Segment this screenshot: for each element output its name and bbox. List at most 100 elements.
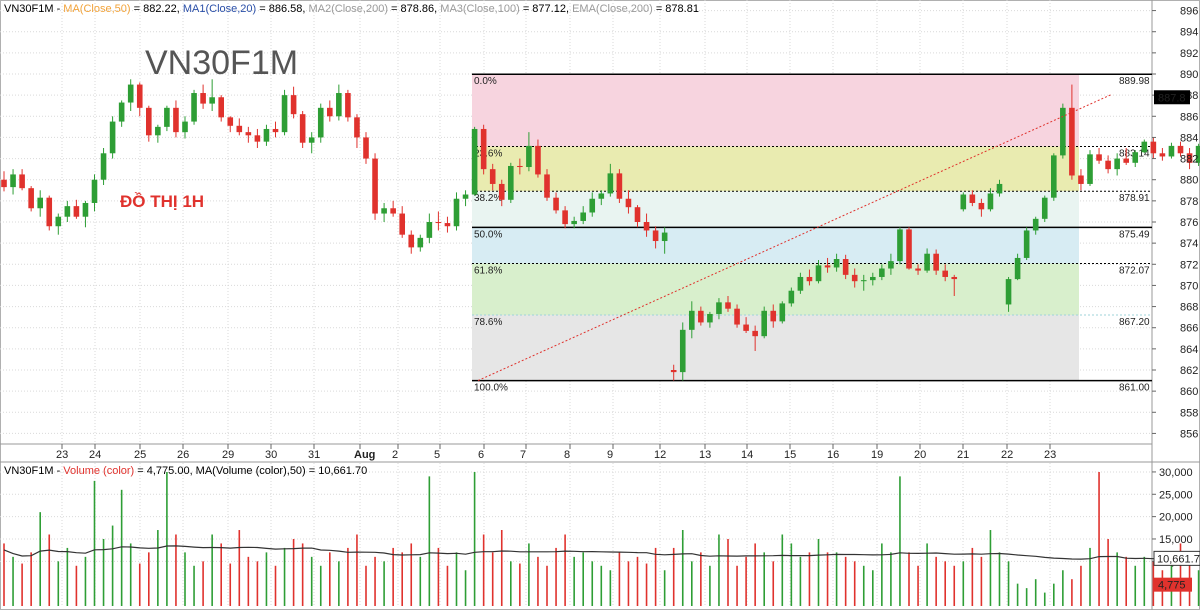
candle-body: [661, 232, 668, 242]
candle-body: [109, 121, 116, 154]
y-tick-label: 870: [1180, 280, 1198, 292]
candle-body: [327, 107, 333, 117]
volume-y-tick-label: 30,000: [1159, 467, 1193, 479]
candle-body: [1060, 107, 1066, 156]
candle-body: [752, 330, 758, 337]
fib-band: [472, 227, 1079, 264]
legend-part: = 877.12,: [520, 3, 572, 15]
candle-body: [698, 310, 704, 323]
candle-body: [535, 145, 541, 175]
candle-body: [46, 197, 53, 227]
candle-body: [806, 276, 813, 282]
y-tick-label: 890: [1180, 69, 1198, 81]
candle-body: [1114, 158, 1120, 170]
candle-body: [1069, 107, 1075, 176]
legend-part: Volume (color): [63, 465, 134, 477]
candle-body: [951, 276, 958, 280]
fib-level-label: 78.6%: [474, 317, 502, 328]
candle-body: [173, 107, 179, 133]
chart-subtitle: ĐỒ THỊ 1H: [120, 192, 204, 211]
candle-body: [1168, 145, 1175, 157]
candle-body: [1096, 154, 1102, 161]
legend-part: MA2(Close,200): [309, 3, 388, 15]
candle-body: [462, 194, 469, 199]
legend-part: MA1(Close,20): [183, 3, 256, 15]
candle-body: [616, 173, 623, 199]
candle-body: [1159, 153, 1166, 157]
candle-body: [580, 212, 586, 221]
fib-level-label: 61.8%: [474, 266, 502, 277]
y-tick-label: 864: [1180, 344, 1198, 356]
volume-legend: VN30F1M - Volume (color) = 4,775.00, MA(…: [4, 465, 367, 477]
candle-body: [182, 121, 188, 133]
y-tick-label: 858: [1180, 407, 1198, 419]
candlestick-series: [1, 79, 1200, 381]
fib-level-value: 875.49: [1119, 229, 1150, 240]
volume-y-tick-label: 15,000: [1159, 534, 1193, 546]
x-tick-label: 30: [265, 449, 277, 461]
legend-part: VN30F1M -: [4, 465, 63, 477]
candle-body: [19, 174, 25, 189]
candle-body: [435, 222, 442, 224]
candle-body: [933, 253, 939, 271]
candle-body: [118, 102, 125, 122]
fibonacci-retracement: 0.0%889.9823.6%883.1438.2%878.9150.0%875…: [472, 73, 1152, 394]
candle-body: [426, 222, 433, 238]
fib-level-label: 38.2%: [474, 193, 502, 204]
axes: 856 858 860 862 864 866 868 870 872 874 876 878 880 8…: [1152, 6, 1200, 592]
candle-body: [960, 194, 967, 210]
y-tick-label: 880: [1180, 175, 1198, 187]
candle-body: [679, 329, 686, 373]
candle-body: [634, 207, 641, 222]
x-tick-label: 12: [654, 449, 666, 461]
legend-part: MA3(Close,100): [440, 3, 519, 15]
volume-ma-tag: [1153, 550, 1200, 566]
x-tick-label: 13: [699, 449, 711, 461]
candle-body: [526, 145, 532, 168]
volume-series: [3, 471, 1200, 606]
candle-body: [906, 229, 912, 269]
candle-body: [245, 132, 252, 136]
candle-body: [164, 107, 170, 127]
candle-body: [28, 188, 34, 209]
legend-part: = 882.22,: [131, 3, 183, 15]
candle-body: [942, 270, 948, 277]
candle-body: [10, 174, 16, 188]
candle-body: [1, 179, 7, 188]
candle-body: [1078, 175, 1084, 184]
fib-level-label: 0.0%: [474, 76, 497, 87]
candle-body: [643, 222, 650, 231]
candle-body: [987, 193, 994, 210]
candle-body: [879, 268, 885, 277]
candle-body: [1186, 153, 1193, 163]
volume-y-tick-label: 25,000: [1159, 489, 1193, 501]
candle-body: [381, 208, 387, 214]
legend-part: MA(Close,50): [63, 3, 130, 15]
candle-body: [453, 198, 460, 227]
candle-body: [978, 202, 985, 210]
fib-level-label: 100.0%: [474, 383, 508, 394]
candle-body: [236, 125, 243, 133]
candle-body: [127, 84, 134, 103]
x-tick-label: 24: [89, 449, 101, 461]
price-legend: VN30F1M - MA(Close,50) = 882.22, MA1(Clo…: [4, 3, 699, 15]
volume-ma-line: [3, 545, 1200, 560]
candle-body: [209, 97, 215, 104]
candle-body: [1105, 160, 1111, 170]
candle-body: [281, 95, 288, 133]
candle-body: [272, 128, 279, 133]
candle-body: [64, 206, 71, 217]
candle-body: [996, 183, 1003, 194]
candle-body: [888, 261, 894, 269]
last-volume-tag: [1154, 577, 1192, 592]
x-tick-label: 15: [784, 449, 796, 461]
x-tick-label: 26: [177, 449, 189, 461]
candle-body: [1132, 152, 1139, 163]
candle-body: [969, 194, 976, 203]
candle-body: [607, 173, 614, 194]
x-tick-label: 19: [871, 449, 883, 461]
candle-body: [815, 265, 822, 282]
y-tick-label: 882: [1180, 154, 1198, 166]
x-tick-label: 8: [564, 449, 570, 461]
